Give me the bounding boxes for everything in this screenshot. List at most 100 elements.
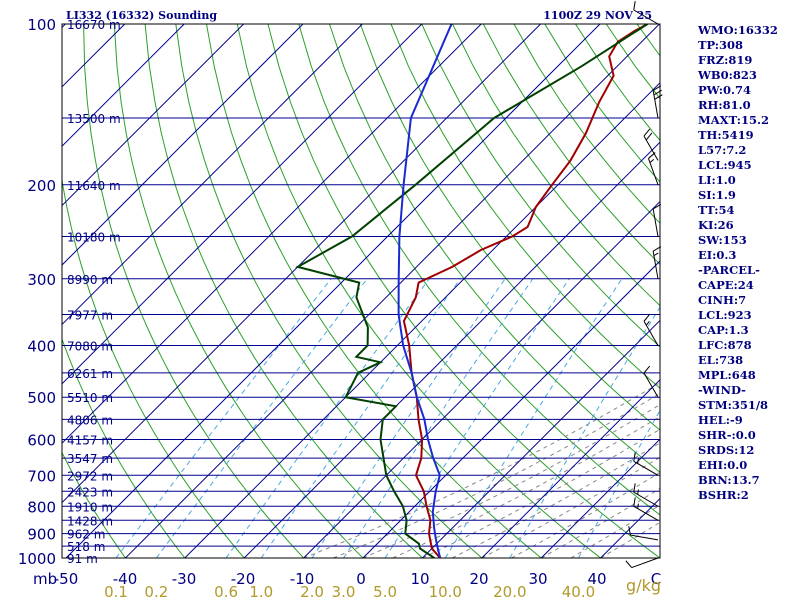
wind-barb [652, 246, 662, 279]
temperature-tick-label: C [651, 570, 661, 588]
mixing-ratio-labels: 0.1 0.2 0.6 1.0 2.0 3.0 5.0 10.0 20.0 40.0 [104, 583, 595, 600]
height-label: 13500 m [67, 112, 121, 126]
mixing-ratio-tick-label: 0.6 [214, 583, 238, 600]
index-line: LI:1.0 [698, 173, 736, 187]
index-line: EHI:0.0 [698, 458, 748, 472]
indices-panel: WMO:16332 TP:308 FRZ:819 WB0:823 PW:0.74 RH:8… [698, 23, 798, 503]
pressure-tick-label: 100 [27, 16, 56, 34]
height-label: 962 m [67, 528, 105, 542]
height-label: 4806 m [67, 413, 113, 427]
pressure-tick-label: 800 [27, 498, 56, 516]
index-line: RH:81.0 [698, 98, 751, 112]
sounding-series [295, 24, 649, 558]
height-labels: 16670 m 13500 m 11640 m 10180 m 8990 m 7977 m… [67, 18, 121, 566]
index-line: FRZ:819 [698, 53, 753, 67]
dry-adiabats [62, 24, 660, 558]
index-line: SW:153 [698, 233, 747, 247]
temperature-tick-label: 40 [587, 570, 606, 588]
temperature-tick-label: -10 [290, 570, 315, 588]
mixing-ratio-tick-label: 3.0 [332, 583, 356, 600]
temperature-tick-label: 30 [528, 570, 547, 588]
index-line: CAP:1.3 [698, 323, 749, 337]
mixing-ratio-tick-label: 10.0 [429, 583, 462, 600]
height-label: 1428 m [67, 514, 113, 528]
index-line: SI:1.9 [698, 188, 736, 202]
pressure-tick-label: 900 [27, 526, 56, 544]
index-line: TH:5419 [698, 128, 754, 142]
height-label: 3547 m [67, 452, 113, 466]
wind-barb [633, 1, 659, 25]
index-line: WB0:823 [698, 68, 757, 82]
pressure-tick-label: 600 [27, 432, 56, 450]
index-line: KI:26 [698, 218, 734, 232]
height-label: 11640 m [67, 179, 121, 193]
height-label: 2423 m [67, 485, 113, 499]
mixing-ratio-tick-label: 1.0 [249, 583, 273, 600]
parcel-line [397, 24, 453, 558]
plot-frame [61, 23, 661, 559]
index-line: WMO:16332 [698, 23, 778, 37]
pressure-tick-label: 500 [27, 389, 56, 407]
index-line: BRN:13.7 [698, 473, 760, 487]
mixing-ratio-tick-label: 0.2 [144, 583, 168, 600]
height-label: 4157 m [67, 434, 113, 448]
height-label: 2972 m [67, 469, 113, 483]
index-line: LCL:945 [698, 158, 752, 172]
dewpoint-line [295, 24, 649, 558]
index-line: EL:738 [698, 353, 744, 367]
index-line: HEL:-9 [698, 413, 743, 427]
height-label: 518 m [67, 540, 105, 554]
temperature-tick-label: 0 [356, 570, 366, 588]
index-line: TP:308 [698, 38, 744, 52]
index-line: LCL:923 [698, 308, 752, 322]
pressure-tick-label: 400 [27, 338, 56, 356]
height-label: 1910 m [67, 500, 113, 514]
temperature-tick-label: -30 [172, 570, 197, 588]
wind-barb [633, 497, 659, 521]
wind-barb [643, 128, 659, 161]
wind-barb [652, 203, 662, 237]
mixing-ratio-tick-label: 5.0 [373, 583, 397, 600]
temperature-tick-label: -50 [54, 570, 79, 588]
height-label: 91 m [67, 552, 98, 566]
mixing-ratio-tick-label: 40.0 [562, 583, 595, 600]
index-line: CAPE:24 [698, 278, 754, 292]
wind-barb [652, 85, 663, 119]
wind-barb [633, 483, 659, 507]
pressure-tick-label: 1000 [18, 550, 56, 568]
temperature-tick-label: 20 [469, 570, 488, 588]
index-line: STM:351/8 [698, 398, 769, 412]
height-label: 16670 m [67, 18, 121, 32]
height-label: 5510 m [67, 391, 113, 405]
isotherms [62, 24, 660, 558]
wind-barb [628, 526, 659, 541]
pressure-axis-labels: 100 200 300 400 500 600 700 800 900 1000 [18, 16, 56, 568]
mixing-ratio-unit: g/kg [626, 576, 661, 595]
height-label: 10180 m [67, 230, 121, 244]
temperature-tick-label: -20 [231, 570, 256, 588]
index-line: MPL:648 [698, 368, 756, 382]
wind-barb [643, 313, 659, 346]
pressure-tick-label: 200 [27, 177, 56, 195]
height-label: 6261 m [67, 367, 113, 381]
chart-title: LI332 (16332) Sounding [66, 9, 217, 22]
mixing-ratio-tick-label: 0.1 [104, 583, 128, 600]
index-line: PW:0.74 [698, 83, 752, 97]
temperature-tick-label: 10 [410, 570, 429, 588]
wind-barb [625, 557, 659, 569]
mixing-ratio-tick-label: 20.0 [493, 583, 526, 600]
index-line: CINH:7 [698, 293, 747, 307]
index-line: -WIND- [698, 383, 746, 397]
temperature-axis-labels: -50 -40 -30 -20 -10 0 10 20 30 40 C [54, 570, 661, 588]
temperature-tick-label: -40 [113, 570, 138, 588]
pressure-tick-label: 300 [27, 271, 56, 289]
index-line: SHR-:0.0 [698, 428, 756, 442]
index-line: LFC:878 [698, 338, 752, 352]
chart-datetime: 1100Z 29 NOV 25 [543, 9, 652, 22]
wind-barbs [625, 1, 663, 569]
pressure-tick-label: 700 [27, 467, 56, 485]
index-line: BSHR:2 [698, 488, 749, 502]
wind-barb [643, 365, 659, 398]
index-line: SRDS:12 [698, 443, 755, 457]
